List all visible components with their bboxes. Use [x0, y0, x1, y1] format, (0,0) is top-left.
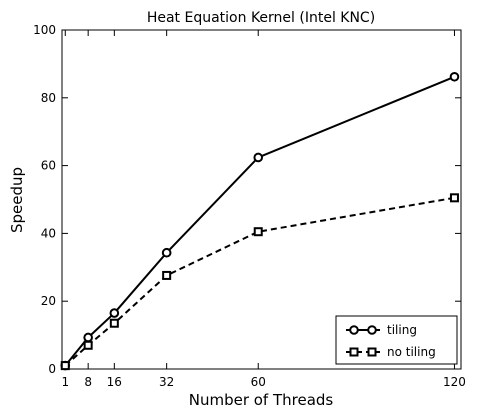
point-no-tiling-x1	[60, 361, 70, 371]
x-axis-ticks: 1 8 16 32 60 120	[61, 30, 466, 389]
x-tick-label-32: 32	[159, 375, 174, 389]
y-tick-label-100: 100	[33, 23, 56, 37]
legend-no-tiling-label: no tiling	[387, 345, 436, 359]
y-tick-label-60: 60	[41, 159, 56, 173]
chart-title: Heat Equation Kernel (Intel KNC)	[147, 10, 375, 26]
legend-tiling-label: tiling	[387, 323, 417, 337]
point-no-tiling-x60	[253, 227, 263, 237]
legend: tiling no tiling	[335, 315, 458, 365]
point-tiling-x60	[253, 152, 264, 163]
y-tick-label-20: 20	[41, 294, 56, 308]
legend-no-tiling-marker-right	[367, 347, 377, 357]
legend-tiling-marker-left	[349, 325, 359, 335]
x-tick-label-8: 8	[84, 375, 92, 389]
point-tiling-x16	[109, 308, 120, 318]
legend-no-tiling-marker-left	[349, 347, 359, 357]
point-tiling-x8	[83, 332, 93, 343]
point-no-tiling-x16	[109, 318, 119, 328]
y-tick-label-40: 40	[41, 226, 56, 240]
x-tick-label-16: 16	[107, 375, 122, 389]
x-tick-label-120: 120	[443, 375, 466, 389]
y-tick-label-80: 80	[41, 91, 56, 105]
point-tiling-x120	[449, 71, 460, 82]
x-tick-label-60: 60	[251, 375, 266, 389]
plot-frame	[61, 29, 462, 370]
point-no-tiling-x32	[162, 270, 172, 280]
point-no-tiling-x8	[83, 340, 93, 350]
point-no-tiling-x120	[449, 193, 459, 203]
x-axis-label: Number of Threads	[189, 391, 334, 409]
data-series	[60, 71, 460, 371]
y-axis-ticks: 0 20 40 60 80 100	[33, 23, 461, 376]
y-tick-label-0: 0	[48, 362, 56, 376]
y-axis-label: Speedup	[8, 167, 26, 233]
x-tick-label-1: 1	[61, 375, 69, 389]
point-tiling-x32	[161, 247, 172, 258]
legend-tiling-marker-right	[367, 325, 377, 335]
